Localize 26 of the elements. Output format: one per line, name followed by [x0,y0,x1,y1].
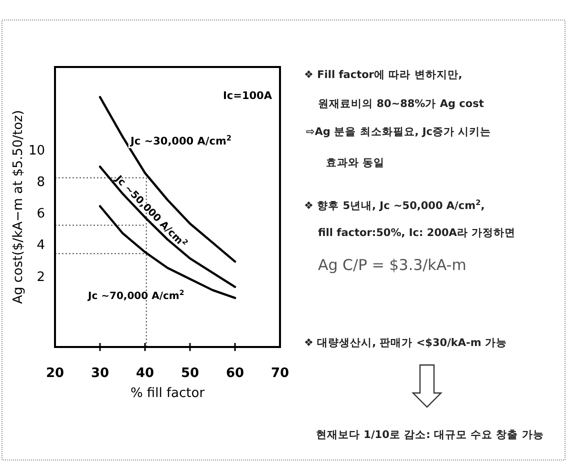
series-label: Jc ~70,000 A/cm$^{2}$ [87,288,184,302]
x-tick-label: 50 [180,366,200,381]
text: 현재보다 1/10로 감소: 대규모 수요 창출 가능 [316,429,544,441]
text: Ag C/P = $3.3/kA-m [318,256,466,274]
x-axis-title: % fill factor [130,386,206,401]
text: 원재료비의 80~88%가 Ag cost [318,98,484,110]
annotation: Ic=100A [223,90,273,102]
y-tick-label: 2 [36,270,45,285]
series-label: Jc ~30,000 A/cm$^{2}$ [130,133,232,148]
y-tick-label: 10 [28,143,45,158]
text: ❖ 향후 5년내, Jc ~50,000 A/cm$^{2}$, [304,198,485,212]
text: ⇨Ag 분을 최소화필요, Jc증가 시키는 [306,126,492,138]
y-tick-label: 4 [36,238,45,254]
x-tick-label: 30 [90,366,110,381]
x-tick-label: 20 [46,366,64,381]
x-tick-label: 40 [136,366,154,381]
y-tick-label: 8 [36,174,45,190]
text: 효과와 동일 [326,157,385,169]
y-axis-title: Ag cost($/kA−m at $5.50/toz) [11,110,26,304]
y-tick-label: 6 [36,206,45,222]
x-tick-label: 70 [270,366,290,381]
text: ❖ 대량생산시, 판매가 <$30/kA-m 가능 [304,337,507,349]
line-series [98,166,236,288]
text: ❖ Fill factor에 따라 변하지만, [304,69,462,81]
text: fill factor:50%, Ic: 200A라 가정하면 [318,227,516,239]
x-tick-label: 60 [226,366,244,381]
